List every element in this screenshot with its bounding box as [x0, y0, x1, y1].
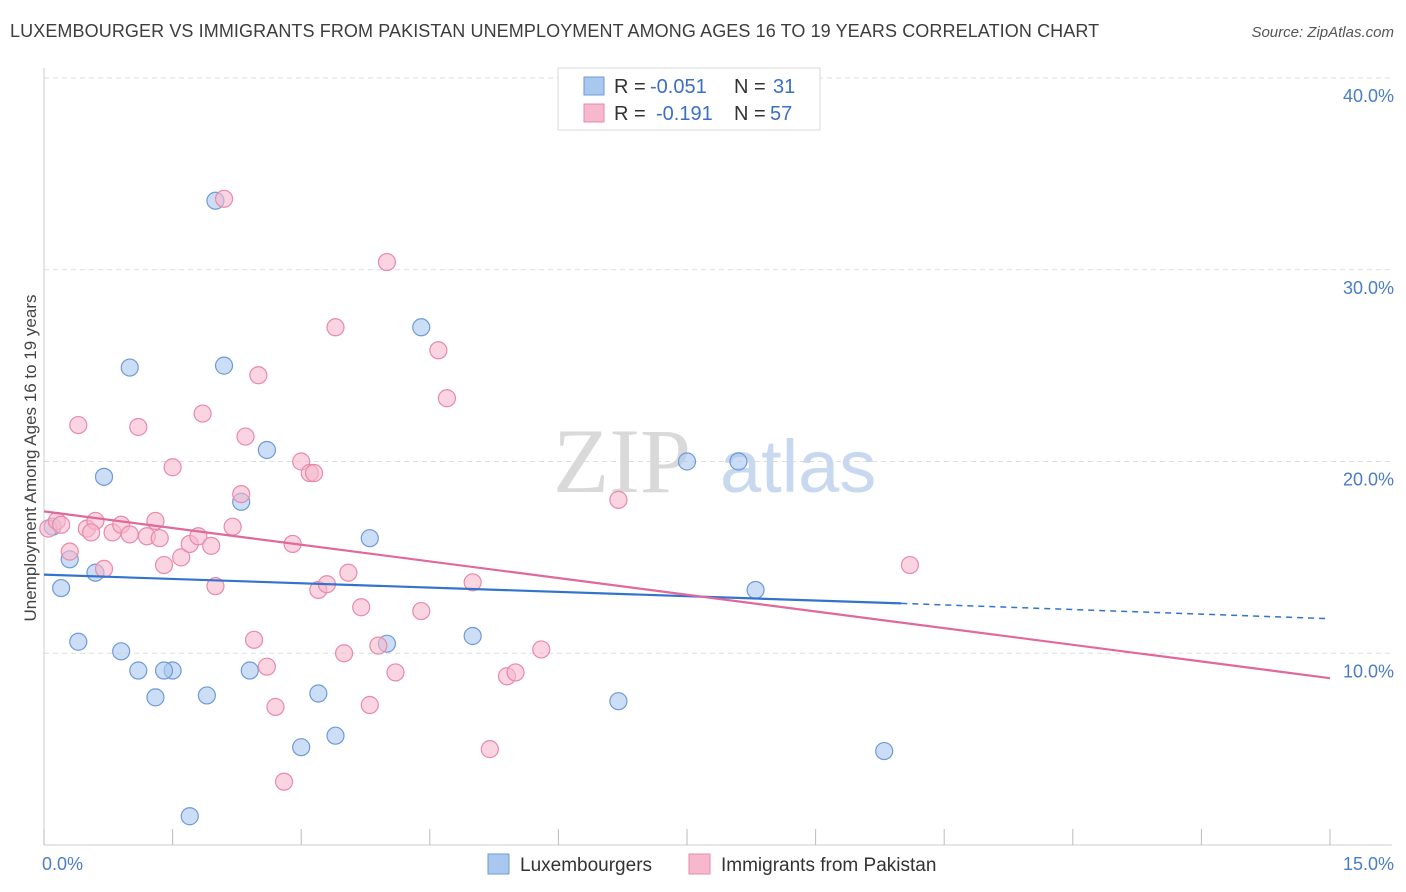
point-pink-55	[150, 529, 169, 548]
trendline-blue-extension	[901, 602, 1331, 620]
y-tick-label-30: 30.0%	[1343, 278, 1394, 298]
chart-title: LUXEMBOURGER VS IMMIGRANTS FROM PAKISTAN…	[10, 21, 1100, 41]
y-tick-label-40: 40.0%	[1343, 86, 1394, 106]
point-pink-3	[60, 542, 79, 561]
point-blue-12	[197, 686, 216, 705]
legend-n-value-0: 31	[773, 76, 795, 98]
point-pink-19	[193, 404, 212, 423]
axis-layer: 10.0% 20.0% 30.0% 40.0% 0.0% 15.0%	[42, 68, 1394, 874]
legend-r-value-1: -0.191	[656, 103, 713, 125]
point-pink-24	[232, 484, 251, 504]
trendline-blue	[43, 573, 902, 605]
point-pink-4	[69, 415, 88, 435]
legend-swatch-pink	[583, 103, 605, 123]
x-tick-label-min: 0.0%	[42, 854, 83, 874]
point-pink-56	[82, 523, 101, 542]
series-legend-label-0: Luxembourgers	[520, 855, 652, 876]
point-blue-21	[360, 529, 379, 548]
point-pink-25	[236, 427, 255, 446]
point-pink-15	[163, 458, 182, 477]
point-blue-11	[180, 807, 199, 826]
point-pink-21	[206, 577, 225, 596]
point-blue-30	[154, 661, 174, 680]
watermark-atlas: atlas	[720, 425, 876, 508]
point-pink-10	[120, 525, 139, 544]
y-tick-label-20: 20.0%	[1343, 470, 1394, 490]
series-legend-label-1: Immigrants from Pakistan	[721, 855, 936, 876]
point-pink-53	[609, 490, 628, 509]
point-blue-23	[412, 318, 431, 337]
legend-r-label-0: R =	[614, 76, 646, 98]
point-pink-40	[352, 598, 371, 617]
series-legend-swatch-0	[487, 853, 510, 875]
trendline-pink	[43, 510, 1331, 680]
point-blue-25	[677, 452, 697, 471]
point-blue-19	[309, 684, 328, 703]
point-pink-27	[249, 366, 268, 385]
point-pink-44	[386, 663, 405, 682]
y-tick-label-10: 10.0%	[1343, 661, 1394, 681]
point-pink-39	[339, 563, 358, 582]
correlation-legend: R = -0.051 N = 31 R = -0.191 N = 57	[557, 67, 821, 131]
point-blue-5	[94, 467, 114, 486]
point-blue-7	[120, 358, 139, 377]
point-pink-7	[94, 559, 114, 578]
source-label: Source: ZipAtlas.com	[1251, 24, 1394, 41]
point-pink-37	[326, 318, 345, 337]
point-blue-9	[146, 688, 165, 707]
point-blue-16	[240, 661, 259, 680]
legend-n-label-1: N =	[734, 103, 766, 125]
point-pink-41	[360, 695, 379, 715]
point-blue-24	[463, 626, 482, 646]
point-pink-47	[437, 389, 457, 408]
point-pink-49	[480, 740, 499, 759]
point-pink-42	[369, 636, 388, 655]
point-pink-52	[532, 640, 551, 659]
point-pink-38	[334, 644, 354, 663]
point-pink-51	[506, 663, 525, 682]
point-pink-48	[463, 573, 482, 592]
point-pink-20	[202, 536, 221, 555]
series-legend-swatch-1	[688, 853, 711, 875]
point-blue-1	[52, 578, 71, 598]
points-layer	[39, 189, 920, 826]
point-blue-14	[214, 356, 234, 375]
trend-layer	[43, 510, 1331, 680]
point-pink-29	[266, 697, 285, 717]
point-pink-2	[52, 515, 71, 534]
legend-n-value-1: 57	[770, 103, 792, 125]
point-pink-11	[129, 417, 148, 437]
point-blue-3	[69, 632, 88, 651]
point-blue-6	[112, 642, 131, 661]
point-blue-28	[609, 692, 628, 711]
legend-r-label-1: R =	[614, 103, 646, 125]
point-blue-27	[746, 580, 765, 600]
point-pink-45	[412, 601, 431, 621]
point-pink-26	[244, 630, 264, 649]
point-pink-23	[223, 517, 242, 536]
point-blue-18	[292, 738, 311, 757]
legend-r-value-0: -0.051	[650, 76, 707, 98]
x-tick-label-max: 15.0%	[1343, 854, 1394, 874]
point-pink-54	[900, 555, 920, 575]
point-pink-34	[304, 463, 324, 483]
point-pink-16	[172, 548, 191, 567]
point-blue-29	[875, 741, 894, 761]
point-blue-20	[326, 726, 345, 745]
point-blue-17	[257, 440, 277, 460]
point-pink-28	[257, 657, 277, 676]
point-pink-22	[214, 189, 234, 208]
point-blue-8	[129, 661, 148, 680]
series-legend: Luxembourgers Immigrants from Pakistan	[487, 853, 936, 876]
point-blue-26	[729, 452, 748, 471]
grid-layer	[44, 77, 1392, 654]
legend-swatch-blue	[583, 76, 605, 96]
point-pink-46	[429, 341, 448, 360]
y-axis-label: Unemployment Among Ages 16 to 19 years	[21, 295, 40, 622]
legend-n-label-0: N =	[734, 76, 766, 98]
point-pink-30	[274, 772, 294, 791]
point-pink-14	[154, 555, 174, 575]
point-pink-43	[377, 252, 397, 272]
